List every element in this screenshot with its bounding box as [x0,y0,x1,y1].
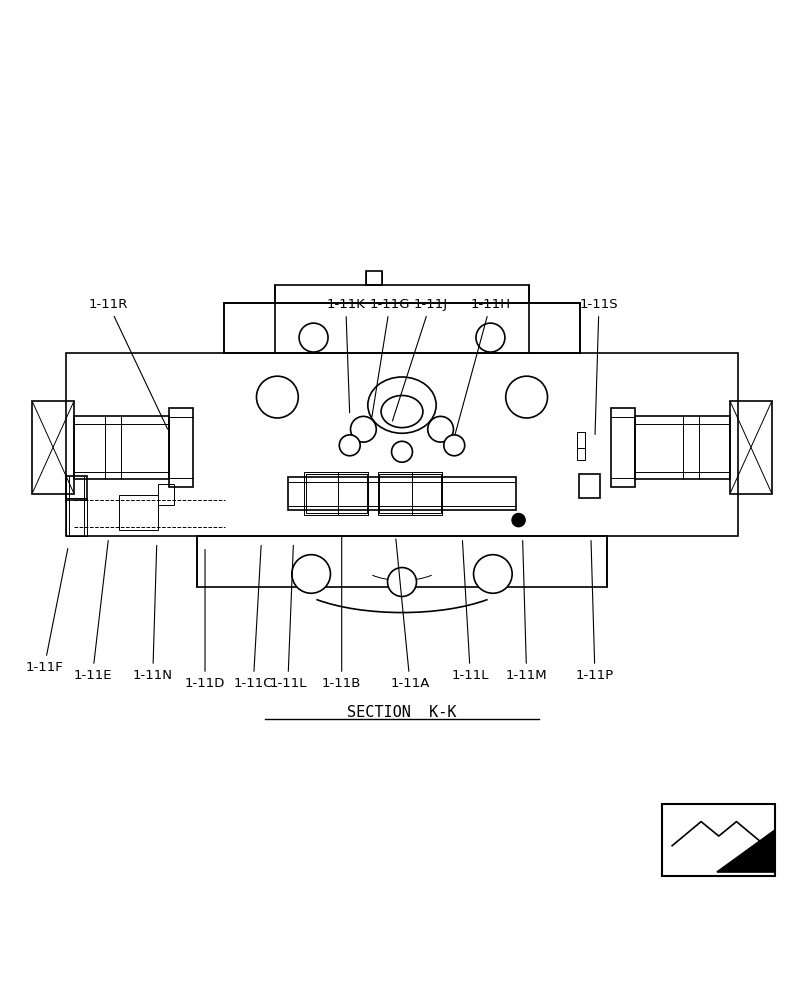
Text: 1-11G: 1-11G [369,298,410,417]
Circle shape [473,555,512,593]
Circle shape [299,323,328,352]
Bar [66,476,87,500]
Bar [119,495,157,530]
Text: 1-11J: 1-11J [392,298,446,421]
Circle shape [443,435,464,456]
Ellipse shape [367,377,436,433]
Bar [610,408,634,487]
Bar [662,804,774,876]
Circle shape [512,514,524,527]
Text: 1-11E: 1-11E [73,541,112,682]
Bar [305,474,366,513]
Bar [304,472,368,515]
Text: 1-11C: 1-11C [233,545,273,690]
Bar [287,477,516,510]
Bar [157,484,173,505]
Circle shape [291,555,330,593]
Text: 1-11H: 1-11H [454,298,510,435]
Text: 1-11D: 1-11D [185,549,225,690]
Text: 1-11L: 1-11L [269,545,306,690]
Circle shape [427,416,453,442]
Polygon shape [716,830,774,872]
Bar [377,472,442,515]
Circle shape [339,435,360,456]
Text: 1-11F: 1-11F [26,549,67,674]
Bar [169,408,193,487]
Circle shape [475,323,504,352]
Text: 1-11A: 1-11A [390,539,429,690]
Circle shape [391,441,412,462]
Circle shape [505,376,547,418]
Circle shape [256,376,298,418]
Text: 1-11B: 1-11B [322,537,361,690]
Bar [32,401,74,494]
Bar [275,285,528,303]
Bar [729,401,771,494]
Bar [66,498,87,536]
Bar [223,303,580,353]
Text: 1-11K: 1-11K [326,298,365,413]
Text: 1-11S: 1-11S [579,298,618,435]
Bar [197,536,606,587]
Bar [74,416,169,479]
Text: 1-11R: 1-11R [89,298,168,429]
Text: 1-11P: 1-11P [575,541,613,682]
Text: SECTION  K-K: SECTION K-K [347,705,456,720]
Bar [365,271,381,285]
Circle shape [387,568,416,596]
Bar [66,353,737,536]
Bar [634,416,729,479]
Bar [379,474,440,513]
Ellipse shape [381,395,422,428]
Bar [577,432,585,460]
Bar [578,474,599,498]
Text: 1-11M: 1-11M [505,541,547,682]
Circle shape [350,416,376,442]
Text: 1-11N: 1-11N [132,545,173,682]
Text: 1-11L: 1-11L [451,541,488,682]
